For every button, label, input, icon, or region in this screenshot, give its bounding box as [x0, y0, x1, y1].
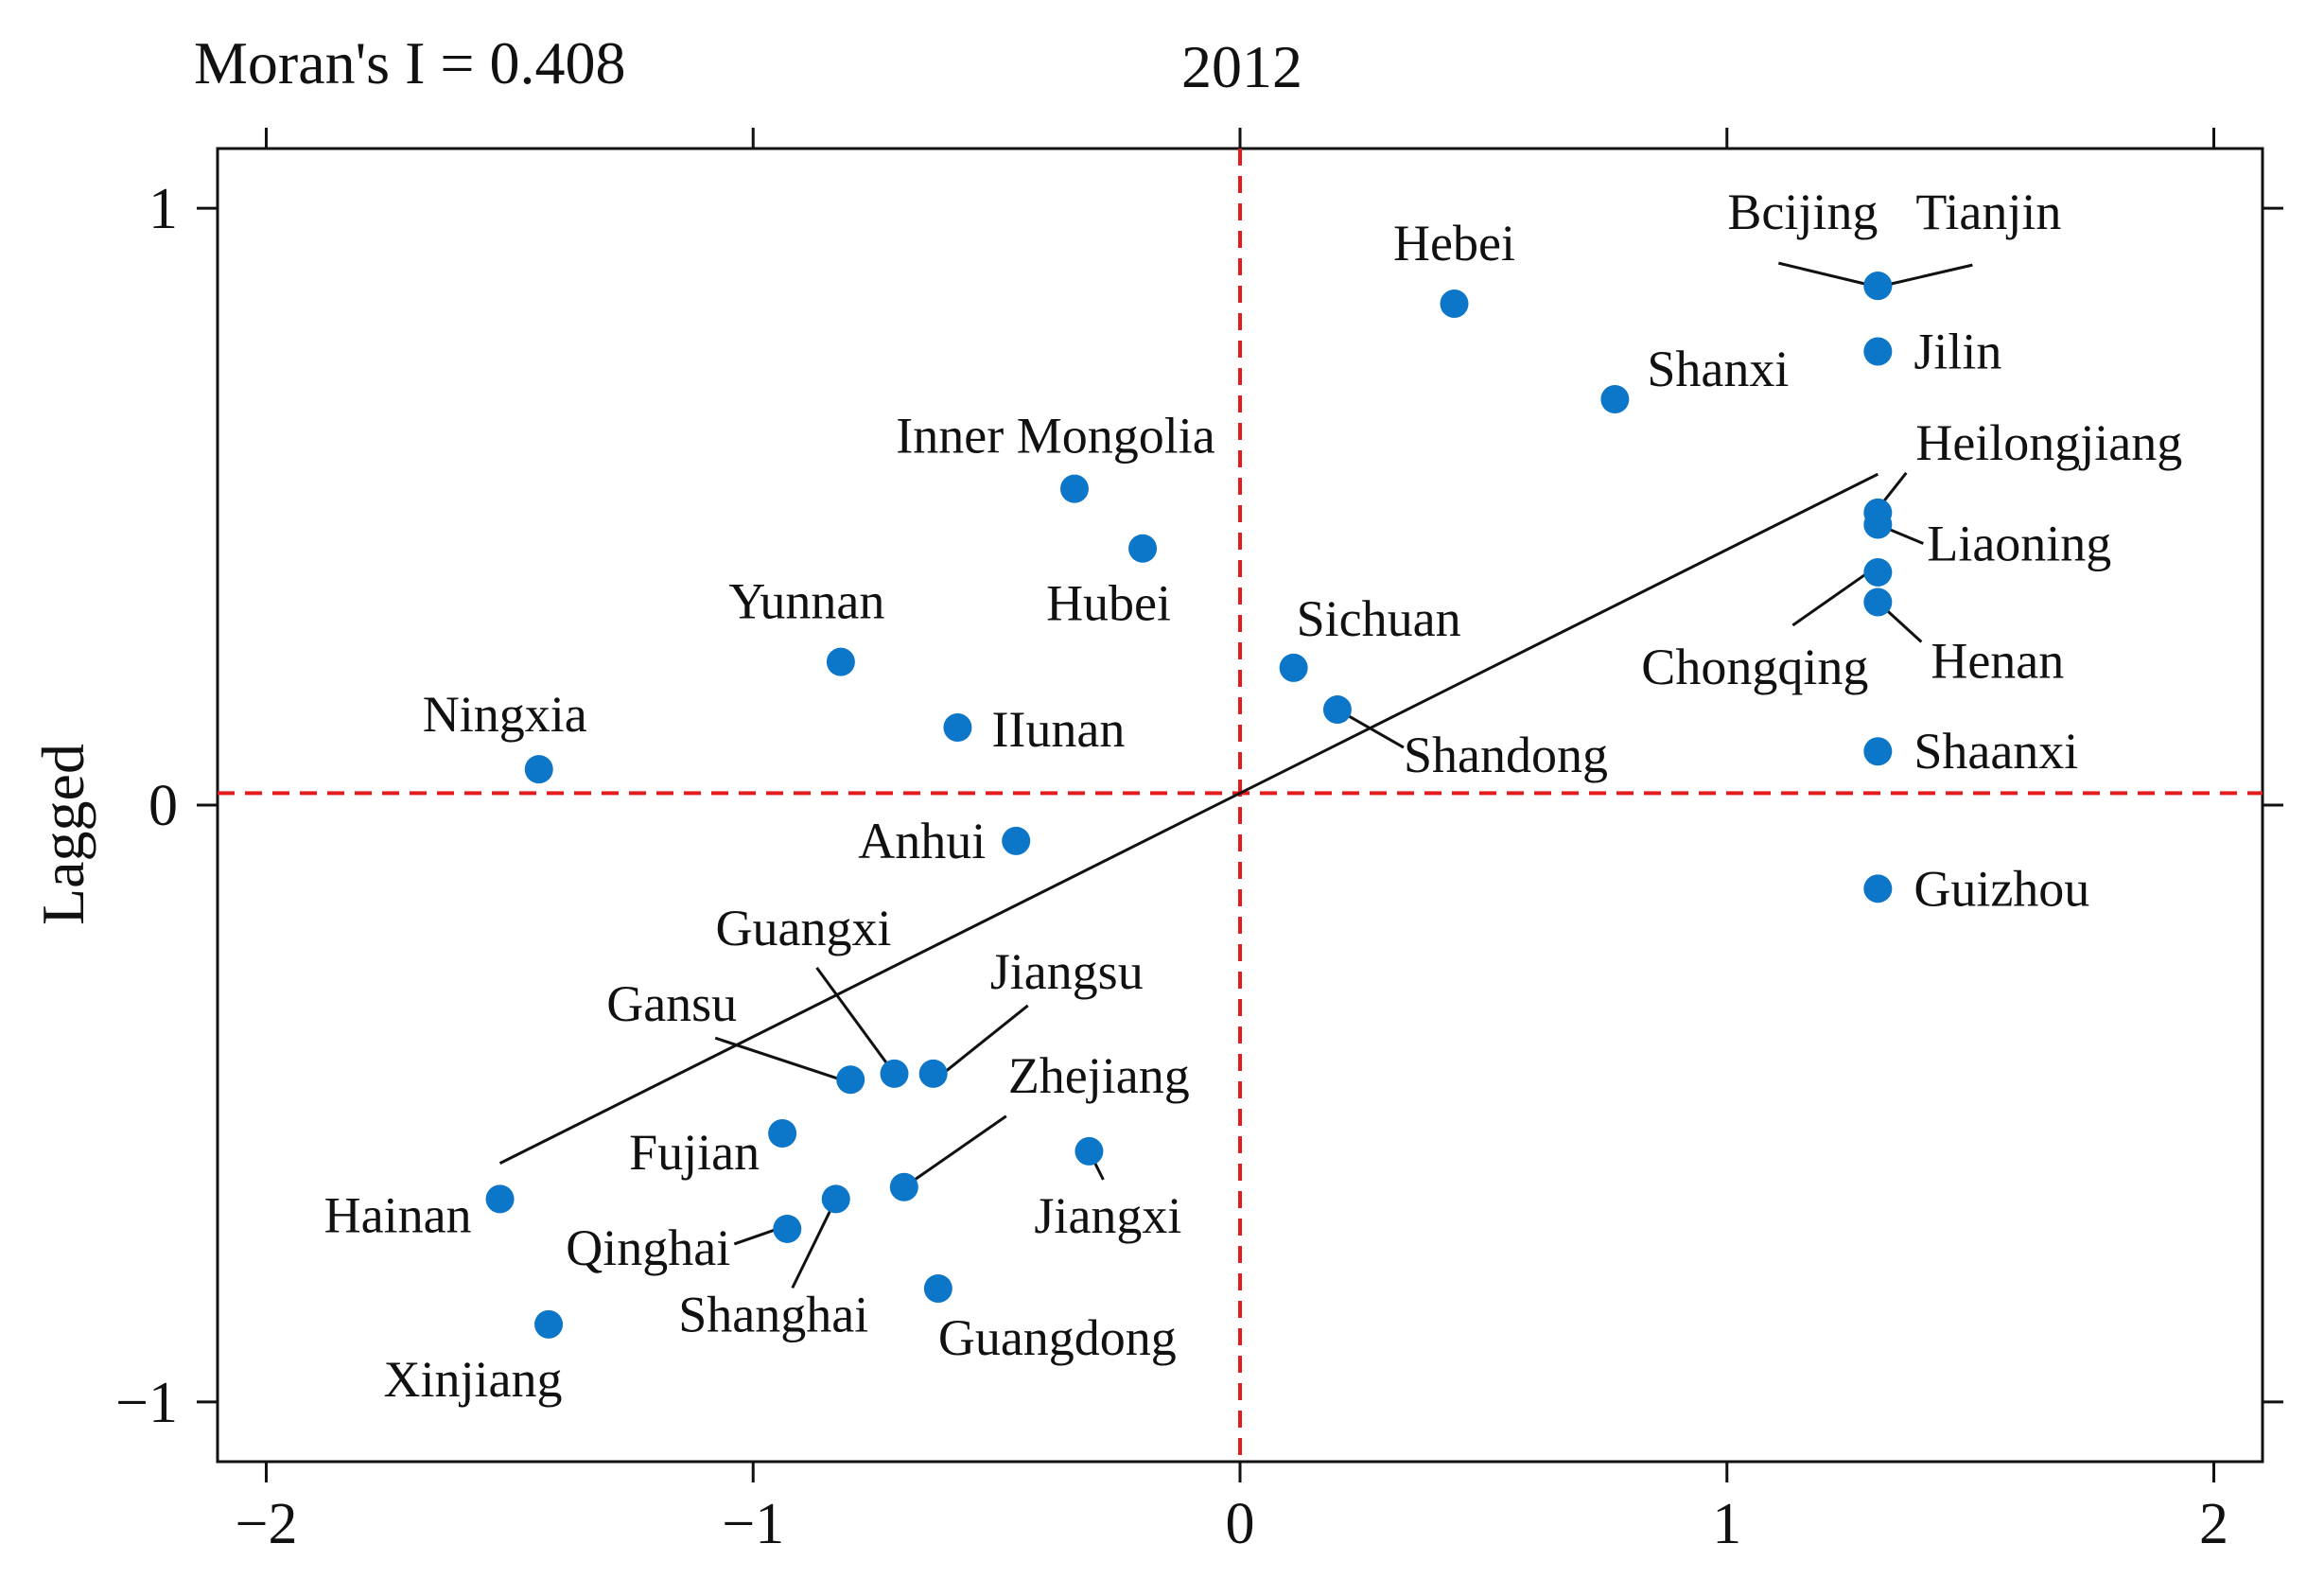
point-henan [1863, 588, 1893, 617]
point-zhejiang [889, 1172, 918, 1201]
y-tick-label: 0 [149, 774, 178, 838]
point-ningxia [524, 755, 553, 784]
leader-line-qinghai [733, 1227, 778, 1246]
point-label-shandong: Shandong [1404, 727, 1608, 783]
point-label-liaoning: Liaoning [1927, 515, 2111, 571]
morans-i-label: Moran's I = 0.408 [194, 29, 625, 96]
x-tick-label: −1 [722, 1492, 784, 1556]
y-axis-label: Lagged [29, 744, 96, 925]
point-shaanxi [1863, 737, 1893, 766]
point-label-yunnan: Yunnan [728, 573, 884, 630]
point-gansu [836, 1065, 865, 1095]
point-guizhou [1863, 874, 1893, 903]
point-hebei [1440, 289, 1469, 319]
point-label-qinghai: Qinghai [566, 1219, 730, 1276]
point-jilin [1863, 337, 1893, 366]
point-shandong [1322, 695, 1352, 725]
x-tick-label: 0 [1226, 1492, 1255, 1556]
point-label-hunan: IIunan [991, 701, 1125, 758]
point-label-henan: Henan [1931, 632, 2064, 689]
point-label-chongqing: Chongqing [1641, 639, 1868, 695]
point-label-hebei: Hebei [1393, 215, 1515, 272]
leader-line-gansu [714, 1036, 842, 1081]
x-tick-label: 2 [2199, 1492, 2228, 1556]
leader-line-tianjin [1881, 263, 1973, 288]
point-label-jilin: Jilin [1913, 324, 2001, 380]
point-shanghai [821, 1184, 850, 1214]
point-fujian [768, 1119, 797, 1148]
point-xinjiang [534, 1309, 564, 1339]
point-label-beijing: Bcijing [1727, 184, 1878, 240]
point-label-jiangsu: Jiangsu [990, 943, 1144, 1000]
point-label-gansu: Gansu [606, 975, 737, 1032]
point-jiangsu [918, 1059, 948, 1088]
leader-line-guangxi [815, 967, 896, 1075]
point-label-shanxi: Shanxi [1647, 341, 1789, 397]
point-label-xinjiang: Xinjiang [384, 1351, 563, 1408]
point-inner-mongolia [1059, 474, 1089, 503]
plot-area: −2 −1 0 1 2 −1 0 1 Bcijing Tianjin Hebei Jilin Shanx… [115, 128, 2283, 1556]
regression-line [498, 472, 1879, 1165]
point-label-zhejiang: Zhejiang [1008, 1047, 1190, 1104]
point-label-guizhou: Guizhou [1913, 860, 2089, 917]
point-label-heilongjiang: Heilongjiang [1915, 414, 2182, 471]
point-tianjin [1863, 272, 1893, 301]
point-qinghai [773, 1214, 802, 1243]
point-label-jiangxi: Jiangxi [1034, 1187, 1181, 1244]
point-label-hubei: Hubei [1046, 575, 1171, 632]
point-label-guangxi: Guangxi [716, 900, 892, 956]
point-anhui [1002, 826, 1031, 855]
point-liaoning [1863, 510, 1893, 539]
point-hunan [943, 712, 972, 742]
point-yunnan [826, 647, 855, 676]
y-tick-label: −1 [115, 1371, 178, 1435]
chart-title: 2012 [1181, 33, 1302, 100]
point-label-shanghai: Shanghai [678, 1286, 868, 1342]
leader-line-beijing [1777, 261, 1874, 288]
point-sichuan [1279, 653, 1308, 682]
leader-line-chongqing [1791, 570, 1870, 627]
leader-line-jiangsu [941, 1004, 1029, 1076]
point-hainan [485, 1184, 515, 1214]
leader-line-shanghai [791, 1198, 838, 1289]
point-label-fujian: Fujian [629, 1124, 760, 1181]
x-tick-label: −2 [235, 1492, 297, 1556]
point-jiangxi [1075, 1136, 1104, 1166]
point-label-sichuan: Sichuan [1297, 590, 1461, 647]
point-shanxi [1600, 384, 1630, 413]
leader-line-zhejiang [902, 1114, 1007, 1189]
y-tick-label: 1 [149, 177, 178, 241]
point-label-shaanxi: Shaanxi [1913, 723, 2078, 780]
point-label-tianjin: Tianjin [1915, 184, 2061, 240]
point-chongqing [1863, 557, 1893, 587]
point-hubei [1128, 534, 1158, 563]
point-label-guangdong: Guangdong [938, 1309, 1177, 1366]
point-guangdong [923, 1274, 952, 1304]
point-label-inner-mongolia: Inner Mongolia [896, 408, 1214, 465]
point-label-ningxia: Ningxia [423, 686, 587, 743]
x-tick-label: 1 [1712, 1492, 1741, 1556]
point-guangxi [880, 1059, 909, 1088]
point-label-anhui: Anhui [858, 813, 986, 869]
point-label-hainan: Hainan [324, 1186, 472, 1243]
